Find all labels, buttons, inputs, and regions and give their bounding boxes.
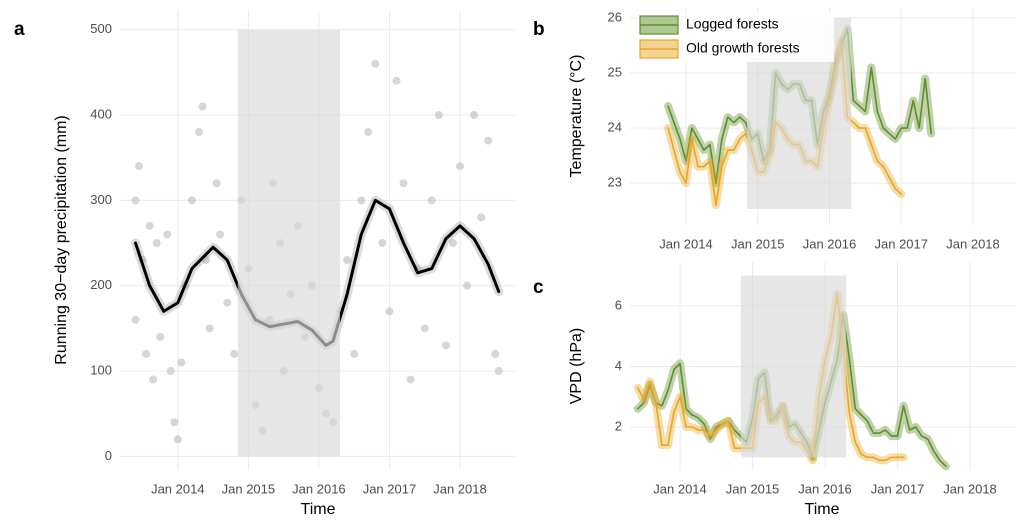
point bbox=[195, 128, 203, 137]
panel-letter: a bbox=[14, 19, 25, 40]
x-tick-label: Jan 2017 bbox=[875, 236, 929, 251]
point bbox=[216, 230, 225, 239]
y-tick-label: 25 bbox=[608, 64, 622, 79]
point bbox=[198, 102, 207, 111]
point bbox=[212, 179, 221, 188]
legend-label: Old growth forests bbox=[686, 40, 800, 56]
x-tick-label: Jan 2018 bbox=[943, 481, 997, 496]
y-tick-label: 400 bbox=[90, 106, 112, 121]
point bbox=[441, 341, 450, 350]
point bbox=[142, 349, 151, 358]
point bbox=[177, 358, 186, 367]
point bbox=[378, 238, 387, 247]
point bbox=[173, 435, 182, 444]
point bbox=[455, 162, 464, 171]
point bbox=[187, 196, 196, 205]
point bbox=[156, 332, 165, 341]
point bbox=[357, 196, 366, 205]
x-tick-label: Jan 2015 bbox=[726, 481, 780, 496]
point bbox=[392, 76, 401, 85]
shaded-period bbox=[237, 29, 341, 457]
panel-letter: c bbox=[533, 277, 544, 298]
x-tick-label: Jan 2016 bbox=[803, 236, 857, 251]
panel-letter: b bbox=[533, 19, 545, 40]
point bbox=[406, 375, 415, 384]
panel: 2 4 6 Jan 2014 Jan 2015 Jan 2016 Jan 2017 Jan 2… bbox=[533, 262, 1015, 518]
point bbox=[385, 307, 394, 316]
y-axis-title: Temperature (°C) bbox=[568, 55, 585, 178]
point bbox=[448, 238, 457, 247]
point bbox=[230, 349, 239, 358]
point bbox=[420, 324, 429, 333]
point bbox=[470, 110, 479, 119]
point bbox=[152, 238, 161, 247]
point bbox=[163, 230, 172, 239]
point bbox=[166, 367, 175, 376]
point bbox=[434, 110, 443, 119]
point bbox=[170, 418, 179, 427]
x-tick-label: Jan 2018 bbox=[433, 481, 487, 496]
x-axis-title: Time bbox=[301, 501, 336, 518]
point bbox=[149, 375, 158, 384]
point bbox=[131, 315, 140, 324]
legend: Logged forests Old growth forests bbox=[636, 12, 834, 62]
y-axis-title: VPD (hPa) bbox=[568, 328, 585, 404]
y-tick-label: 26 bbox=[608, 9, 622, 24]
x-tick-label: Jan 2017 bbox=[363, 481, 417, 496]
y-tick-label: 2 bbox=[615, 418, 622, 433]
panel: 23 24 25 26 Jan 2014 Jan 2015 Jan 2016 Jan 2017… bbox=[533, 8, 1015, 251]
x-tick-label: Jan 2016 bbox=[292, 481, 346, 496]
x-tick-label: Jan 2015 bbox=[222, 481, 276, 496]
y-axis-title: Running 30−day precipitation (mm) bbox=[53, 115, 70, 364]
point bbox=[145, 221, 154, 230]
point bbox=[477, 213, 486, 222]
point bbox=[223, 298, 232, 307]
y-tick-label: 6 bbox=[615, 297, 622, 312]
point bbox=[494, 367, 503, 376]
x-tick-label: Jan 2018 bbox=[946, 236, 1000, 251]
point bbox=[371, 59, 380, 68]
x-tick-label: Jan 2017 bbox=[871, 481, 925, 496]
point bbox=[350, 349, 359, 358]
legend-label: Logged forests bbox=[686, 16, 779, 32]
point bbox=[131, 196, 140, 205]
y-tick-label: 200 bbox=[90, 277, 112, 292]
shaded-period bbox=[740, 275, 847, 458]
y-tick-label: 100 bbox=[90, 362, 112, 377]
y-tick-label: 4 bbox=[615, 358, 622, 373]
x-axis-title: Time bbox=[805, 501, 840, 518]
y-tick-label: 500 bbox=[90, 21, 112, 36]
point bbox=[463, 281, 472, 290]
y-tick-label: 0 bbox=[105, 448, 112, 463]
point bbox=[399, 179, 408, 188]
y-tick-label: 23 bbox=[608, 175, 622, 190]
x-tick-label: Jan 2016 bbox=[798, 481, 852, 496]
x-tick-label: Jan 2015 bbox=[731, 236, 785, 251]
point bbox=[135, 162, 144, 171]
point bbox=[427, 196, 436, 205]
point bbox=[343, 256, 352, 265]
y-tick-label: 24 bbox=[608, 120, 622, 135]
x-tick-label: Jan 2014 bbox=[659, 236, 713, 251]
point bbox=[484, 136, 493, 145]
y-tick-label: 300 bbox=[90, 192, 112, 207]
x-tick-label: Jan 2014 bbox=[653, 481, 707, 496]
point bbox=[491, 349, 500, 358]
panel: 0 100 200 300 400 500 Jan 2014 Jan 2015 Jan 2016… bbox=[14, 10, 515, 518]
point bbox=[364, 128, 373, 137]
x-tick-label: Jan 2014 bbox=[151, 481, 205, 496]
point bbox=[205, 324, 214, 333]
